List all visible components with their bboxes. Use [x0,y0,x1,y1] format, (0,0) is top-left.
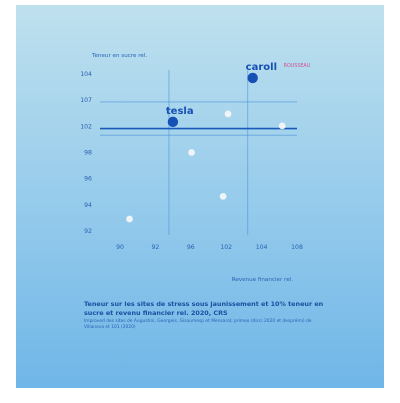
data-point-label: caroll [246,62,277,73]
y-axis-title: Teneur en sucre rel. [91,53,147,59]
data-point-tag: ROUSSEAU [284,63,311,69]
caption-note: Improved des sites de Augustini, Georgei… [84,319,312,331]
x-tick-label: 104 [256,244,268,251]
data-point-label: tesla [166,106,194,117]
chart-card: 90 92 96 102 104 108 92 94 96 98 102 107 104 caroll R… [16,5,384,388]
y-tick-label: 98 [84,150,92,157]
data-point [126,215,133,223]
x-tick-label: 92 [151,244,159,251]
data-point [278,122,286,130]
x-tick-label: 96 [187,244,195,251]
y-tick-label: 96 [84,176,92,183]
x-tick-label: 102 [220,244,232,251]
data-point [224,110,232,118]
scatter-chart: 90 92 96 102 104 108 92 94 96 98 102 107 104 caroll R… [80,53,311,283]
data-point-highlight [247,72,258,84]
y-tick-label: 104 [80,71,92,78]
x-tick-label: 108 [291,244,303,251]
grid-lines [100,70,297,235]
y-tick-label: 92 [84,228,92,235]
data-point [219,193,227,200]
x-axis-title: Revenue financier rel. [232,277,294,283]
tick-labels: 90 92 96 102 104 108 92 94 96 98 102 107 104 [80,71,303,251]
caption-title: Teneur sur les sites de stress sous jaun… [84,300,324,317]
data-point-highlight [167,116,179,128]
y-tick-label: 102 [80,123,92,130]
x-tick-label: 90 [116,244,124,251]
data-points [126,72,286,223]
y-tick-label: 94 [84,202,92,209]
figure-caption: Teneur sur les sites de stress sous jaun… [84,300,324,332]
data-point [188,149,196,156]
y-tick-label: 107 [80,97,92,104]
point-labels: caroll ROUSSEAU tesla [166,62,311,117]
